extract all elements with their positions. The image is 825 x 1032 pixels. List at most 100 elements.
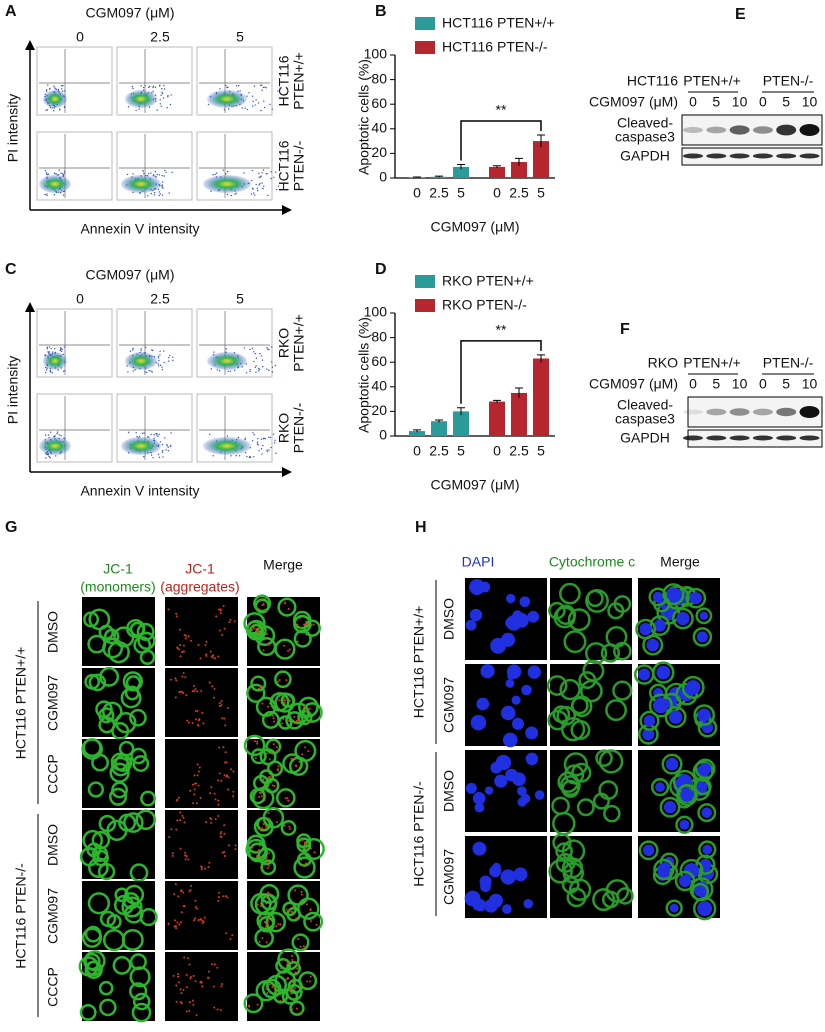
cell xyxy=(562,862,585,884)
cell xyxy=(98,707,115,724)
spot xyxy=(210,821,213,824)
flow-dot xyxy=(151,349,153,351)
spot xyxy=(212,985,215,988)
legend-label: RKO PTEN-/- xyxy=(442,297,527,313)
flow-dot xyxy=(53,194,56,196)
cell xyxy=(662,583,685,606)
flow-dot xyxy=(264,437,266,440)
spot xyxy=(265,987,268,990)
cell xyxy=(277,597,297,617)
flow-title: CGM097 (μM) xyxy=(86,267,175,283)
spot xyxy=(200,980,203,983)
flow-dot xyxy=(46,348,48,350)
cell xyxy=(129,863,149,882)
flow-dot xyxy=(254,194,256,196)
flow-dot xyxy=(164,169,166,172)
flow-dot xyxy=(246,108,249,111)
spot xyxy=(217,655,220,658)
spot xyxy=(304,746,307,749)
spot xyxy=(178,819,181,822)
flow-dot xyxy=(154,175,156,177)
flow-dot xyxy=(210,190,212,193)
spot xyxy=(296,623,299,626)
flow-row-label: HCT116 xyxy=(276,140,292,191)
flow-dot xyxy=(153,191,156,194)
nucleus xyxy=(657,863,671,876)
flow-dot xyxy=(59,347,62,349)
x-axis-label: CGM097 (μM) xyxy=(431,219,520,235)
nucleus xyxy=(668,710,683,724)
cell xyxy=(109,762,130,783)
error-bar xyxy=(537,354,545,363)
spot xyxy=(192,1003,195,1006)
x-tick-label: 2.5 xyxy=(429,185,449,201)
flow-dot xyxy=(166,445,168,447)
spot xyxy=(258,844,261,847)
nucleus xyxy=(494,774,508,788)
flow-dot xyxy=(270,446,272,449)
spot xyxy=(265,856,268,859)
flow-dot xyxy=(54,347,56,350)
column-header: DAPI xyxy=(462,554,495,570)
flow-dot xyxy=(162,350,165,352)
flow-dot xyxy=(157,453,160,456)
spot xyxy=(287,977,290,980)
cell xyxy=(83,611,100,628)
flow-dot xyxy=(144,84,146,87)
flow-dot xyxy=(253,360,255,363)
nucleus xyxy=(512,772,526,787)
cell xyxy=(118,740,135,757)
spot xyxy=(196,709,199,712)
flow-dot xyxy=(170,444,172,447)
band xyxy=(729,435,750,441)
flow-blob xyxy=(203,437,251,455)
spot xyxy=(223,832,226,835)
spot xyxy=(178,923,181,926)
spot xyxy=(220,779,223,782)
flow-dot xyxy=(274,439,276,442)
flow-dot xyxy=(45,369,48,371)
spot xyxy=(176,921,179,924)
band xyxy=(683,409,703,415)
spot xyxy=(300,844,303,847)
flow-dot xyxy=(226,170,229,173)
spot xyxy=(253,740,256,743)
flow-dot xyxy=(157,355,160,358)
flow-dot xyxy=(263,106,266,109)
spot xyxy=(226,774,229,777)
spot xyxy=(195,1014,198,1017)
spot xyxy=(167,922,170,925)
spot xyxy=(275,990,278,993)
spot xyxy=(195,802,198,805)
spot xyxy=(224,724,227,727)
cell xyxy=(676,784,698,807)
bar xyxy=(431,421,447,436)
flow-dot xyxy=(157,188,160,191)
bar xyxy=(533,358,549,436)
spot xyxy=(305,620,308,623)
cell xyxy=(548,601,566,620)
cell xyxy=(246,620,264,638)
spot xyxy=(182,891,185,894)
flow-dot xyxy=(237,436,240,439)
spot xyxy=(204,644,207,647)
cell xyxy=(297,709,313,726)
spot xyxy=(188,963,191,966)
flow-dot xyxy=(46,109,49,111)
spot xyxy=(223,855,226,858)
flow-dot xyxy=(271,346,273,348)
x-axis-label: Annexin V intensity xyxy=(80,483,199,499)
cell xyxy=(245,838,267,861)
y-tick-label: 100 xyxy=(364,304,388,320)
spot xyxy=(175,615,178,618)
spot xyxy=(283,958,286,961)
spot xyxy=(298,760,301,763)
spot xyxy=(193,788,196,791)
flow-dot xyxy=(138,435,141,438)
cell xyxy=(274,670,292,689)
flow-dot xyxy=(135,109,137,111)
flow-dot xyxy=(53,110,55,112)
cell xyxy=(243,612,266,635)
cell xyxy=(563,630,587,654)
flow-plot xyxy=(116,308,193,378)
